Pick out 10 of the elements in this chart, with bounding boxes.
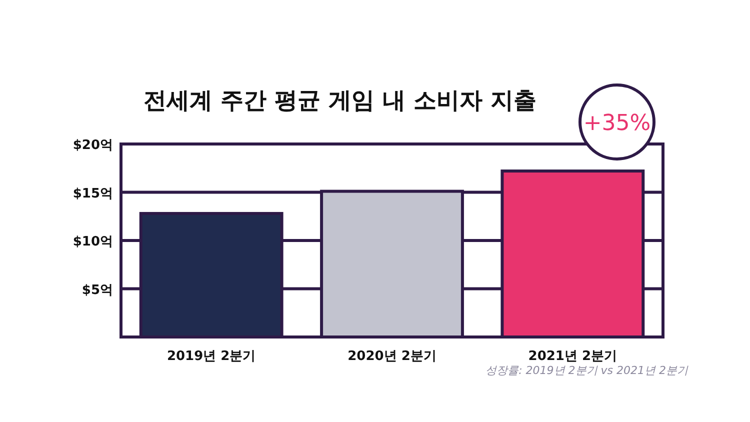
x-tick-label: 2021년 2분기 bbox=[528, 349, 618, 364]
chart-title: 전세계 주간 평균 게임 내 소비자 지출 bbox=[143, 88, 537, 114]
y-tick-label: $20억 bbox=[72, 138, 113, 153]
x-tick-label: 2019년 2분기 bbox=[166, 349, 256, 364]
y-tick-label: $5억 bbox=[82, 282, 113, 298]
text: +35% bbox=[583, 111, 651, 136]
text: 성장률: 2019년 2분기 vs 2021년 2분기 bbox=[486, 364, 689, 377]
x-tick-label: 2020년 2분기 bbox=[348, 349, 436, 364]
y-tick-label: $10억 bbox=[72, 234, 113, 250]
y-tick-label: $15억 bbox=[72, 186, 113, 202]
